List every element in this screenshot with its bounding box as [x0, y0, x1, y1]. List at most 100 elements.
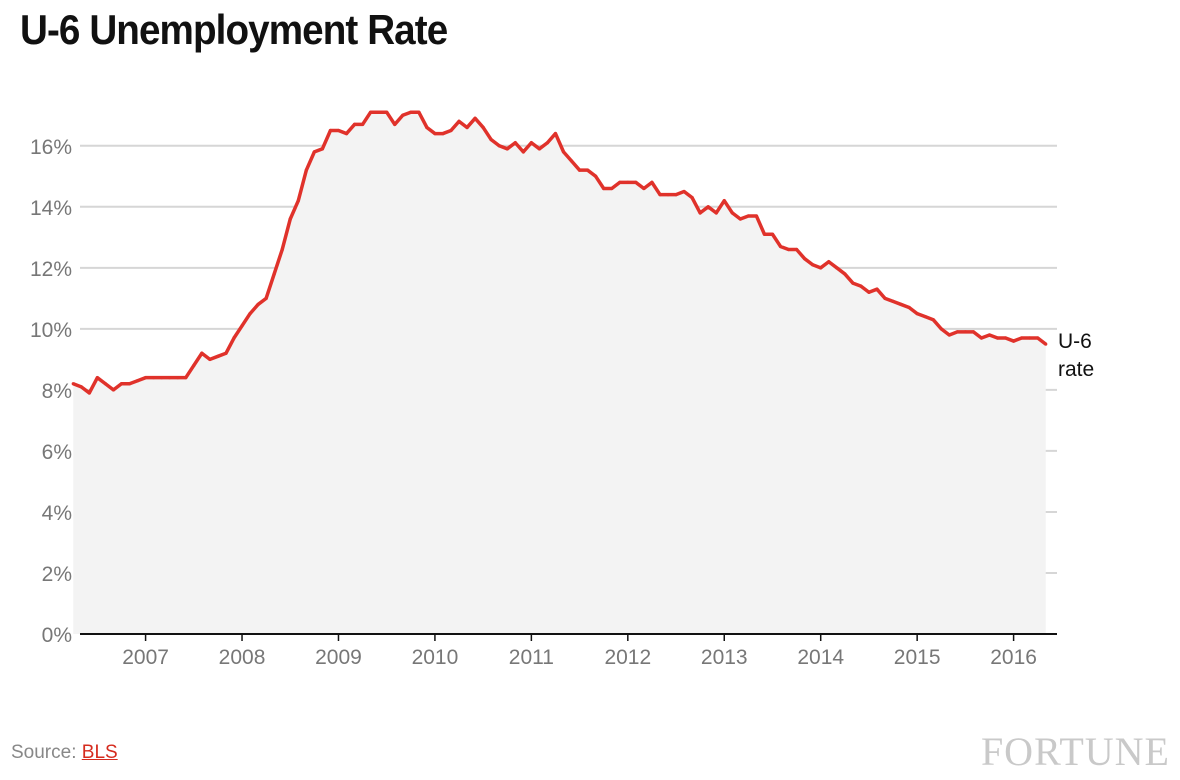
data-point — [280, 247, 284, 252]
data-point — [377, 110, 381, 114]
source-link[interactable]: BLS — [81, 742, 118, 763]
data-point — [417, 110, 421, 114]
x-tick-label: 2008 — [219, 646, 266, 669]
series-line-u6 — [72, 110, 1047, 395]
data-point — [674, 192, 678, 197]
data-point — [666, 192, 670, 197]
data-point — [939, 327, 943, 331]
x-axis-ticks: 2007 2008 2009 2010 2011 2012 2013 2014 2015 2016 — [122, 634, 1037, 669]
data-point — [401, 113, 405, 117]
data-point — [706, 205, 710, 209]
data-point — [867, 290, 871, 294]
data-point — [754, 214, 759, 218]
data-point — [489, 138, 493, 142]
data-point — [971, 330, 976, 334]
data-point — [907, 305, 911, 310]
x-tick-label: 2016 — [990, 646, 1037, 669]
data-point — [859, 284, 863, 288]
data-point — [127, 382, 132, 386]
y-axis-ticks: 0% 2% 4% 6% 8% 10% 12% 14% 16% — [30, 136, 72, 647]
data-point — [473, 116, 477, 120]
data-point — [103, 382, 107, 386]
data-point — [722, 199, 726, 203]
data-point — [369, 110, 373, 114]
data-point — [95, 376, 99, 380]
page-title: U-6 Unemployment Rate — [20, 6, 448, 53]
data-point — [224, 351, 228, 355]
data-point — [698, 211, 702, 215]
x-tick-label: 2012 — [604, 646, 651, 669]
x-tick-label: 2014 — [797, 646, 844, 669]
data-point — [730, 211, 734, 215]
data-point — [553, 131, 558, 136]
data-point — [1028, 336, 1032, 340]
data-point — [626, 180, 630, 184]
data-point — [200, 351, 204, 355]
data-point — [827, 260, 831, 264]
data-point — [891, 299, 895, 303]
data-point — [385, 110, 389, 114]
data-point — [232, 336, 236, 340]
data-point — [111, 388, 116, 392]
data-point — [537, 147, 542, 151]
data-point — [360, 122, 365, 127]
data-point — [272, 272, 276, 276]
data-point — [79, 385, 83, 389]
data-point — [650, 180, 654, 184]
x-tick-label: 2015 — [894, 646, 941, 669]
series-area-fill — [73, 112, 1046, 635]
series-points — [71, 110, 1048, 395]
data-point — [819, 266, 823, 270]
y-tick-label: 0% — [42, 624, 72, 647]
data-point — [176, 376, 180, 380]
data-point — [256, 302, 260, 307]
data-point — [296, 199, 300, 203]
x-tick-label: 2010 — [412, 646, 459, 669]
data-point — [1003, 336, 1008, 340]
data-point — [811, 263, 815, 267]
x-tick-label: 2011 — [509, 646, 554, 669]
data-point — [425, 125, 429, 130]
series-end-label-line: rate — [1058, 358, 1094, 381]
data-point — [569, 159, 574, 163]
data-point — [682, 189, 686, 194]
data-point — [963, 330, 967, 334]
y-tick-label: 16% — [30, 136, 72, 159]
data-point — [835, 266, 839, 270]
y-tick-label: 4% — [42, 502, 72, 525]
data-point — [513, 141, 517, 145]
y-tick-label: 10% — [30, 319, 72, 342]
series-end-label-line: U-6 — [1058, 330, 1092, 353]
data-point — [168, 376, 172, 380]
data-point — [931, 318, 935, 322]
y-tick-label: 2% — [42, 563, 72, 586]
chart: 0%2%4%6%8%10%12%14%16% 2007 2008 2009 2010 2… — [30, 110, 1094, 669]
data-point — [264, 296, 268, 300]
data-point — [240, 324, 244, 328]
data-point — [883, 296, 887, 300]
data-point — [803, 257, 807, 261]
data-point — [923, 315, 927, 319]
data-point — [119, 382, 124, 386]
data-point — [208, 357, 212, 361]
data-point — [521, 150, 525, 154]
data-point — [409, 110, 413, 114]
data-point — [336, 128, 341, 133]
data-point — [143, 376, 148, 380]
data-point — [457, 119, 461, 123]
data-point — [192, 363, 196, 368]
data-point — [529, 141, 533, 145]
data-point — [1036, 336, 1040, 340]
data-point — [393, 122, 397, 127]
data-point — [690, 196, 694, 200]
data-point — [312, 150, 316, 154]
data-point — [658, 192, 662, 197]
data-point — [738, 217, 742, 221]
data-point — [320, 147, 325, 151]
data-point — [618, 180, 622, 184]
data-point — [594, 174, 598, 178]
data-point — [304, 168, 308, 172]
data-point — [344, 131, 349, 136]
data-point — [465, 125, 469, 130]
data-point — [135, 379, 140, 383]
